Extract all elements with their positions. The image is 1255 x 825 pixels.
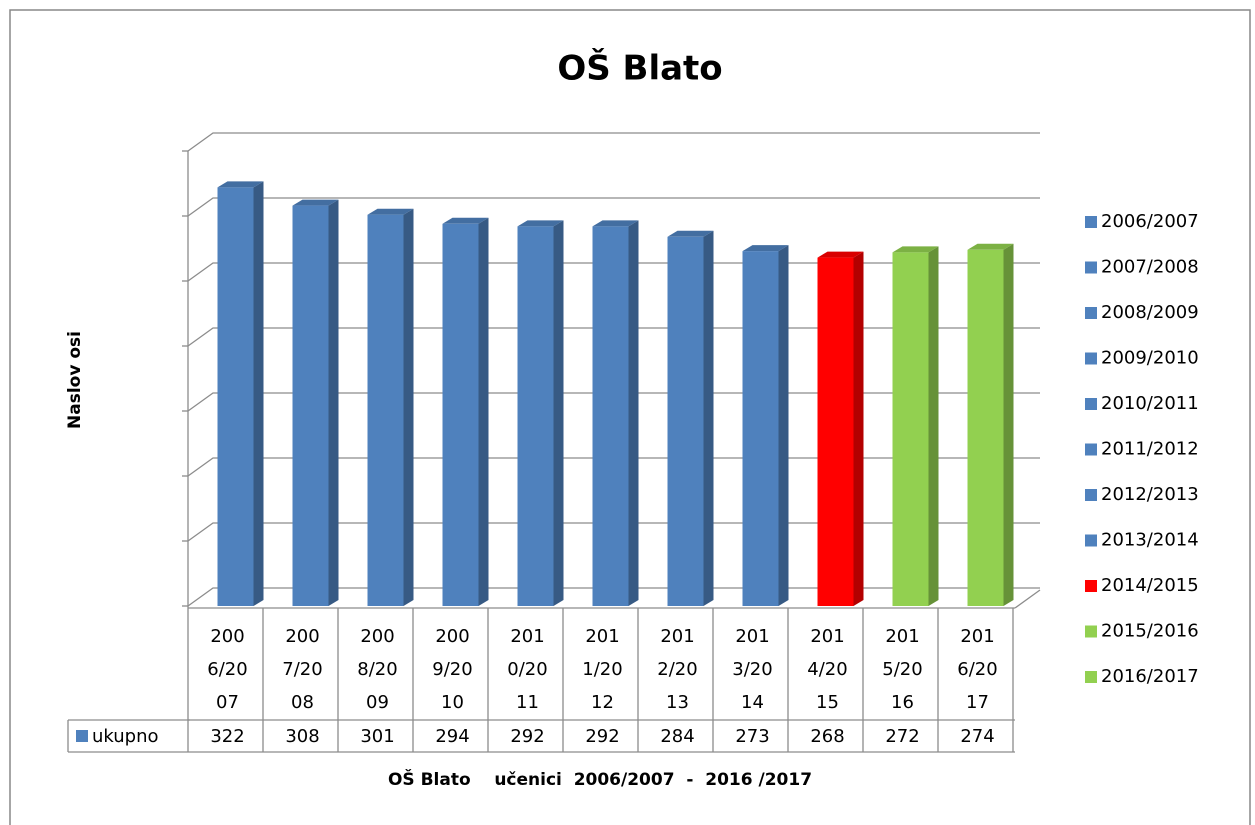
data-table-value: 292	[510, 726, 545, 747]
bar	[742, 251, 779, 606]
data-table-value: 274	[960, 726, 995, 747]
bar	[367, 214, 404, 606]
bar-side	[928, 246, 939, 606]
bar-top	[592, 220, 639, 227]
data-table-value: 284	[660, 726, 695, 747]
legend-label: 2016/2017	[1101, 666, 1199, 687]
legend-swatch	[1085, 261, 1097, 274]
legend-swatch	[1085, 216, 1097, 228]
category-label: 2008/2009	[357, 626, 398, 713]
chart-title: OŠ Blato	[557, 48, 722, 89]
bar-side	[553, 220, 564, 606]
bar	[892, 252, 929, 606]
bar-side	[778, 245, 789, 606]
grid-line	[187, 132, 1040, 152]
bar	[442, 223, 479, 607]
grid-line	[187, 197, 1040, 217]
bar	[667, 236, 704, 607]
category-label: 2006/2007	[207, 626, 248, 713]
legend-label: 2013/2014	[1101, 530, 1199, 551]
bar-side	[703, 230, 714, 607]
y-axis-label: Naslov osi	[65, 331, 85, 429]
legend-label: 2014/2015	[1101, 575, 1199, 596]
bar-top	[367, 208, 414, 215]
bar	[967, 249, 1004, 607]
data-table-value: 268	[810, 726, 845, 747]
legend-swatch	[1085, 398, 1097, 410]
data-table-value: 301	[360, 726, 395, 747]
data-table-value: 308	[285, 726, 320, 747]
bar	[292, 205, 329, 606]
legend-swatch	[1085, 307, 1097, 319]
bar	[817, 257, 854, 606]
legend-swatch	[1085, 671, 1097, 683]
bar-side	[1003, 243, 1014, 607]
bar-side	[403, 208, 414, 606]
legend-label: 2015/2016	[1101, 621, 1199, 642]
category-label: 2011/2012	[582, 626, 623, 713]
legend-swatch	[1085, 580, 1097, 592]
series-name: ukupno	[92, 726, 159, 747]
bar-side	[628, 220, 639, 606]
legend-label: 2010/2011	[1101, 393, 1199, 414]
legend-swatch	[1085, 443, 1097, 456]
legend-label: 2007/2008	[1101, 257, 1199, 278]
legend-swatch	[1085, 534, 1097, 547]
bar-top	[967, 243, 1014, 250]
bar-top	[742, 245, 789, 252]
category-label: 2015/2016	[882, 626, 923, 713]
bar-top	[442, 217, 489, 224]
category-label: 2016/2017	[957, 626, 998, 713]
category-label: 2012/2013	[657, 626, 698, 713]
data-table-value: 294	[435, 726, 470, 747]
legend-label: 2009/2010	[1101, 348, 1199, 369]
chart-frame	[9, 9, 1251, 825]
category-label: 2013/2014	[732, 626, 773, 713]
x-axis-label: OŠ Blato učenici 2006/2007 - 2016 /2017	[388, 768, 812, 790]
category-label: 2007/2008	[282, 626, 323, 713]
bar	[517, 226, 554, 606]
bar-top	[517, 220, 564, 227]
legend-swatch	[1085, 489, 1097, 501]
legend-swatch	[1085, 352, 1097, 365]
data-table-value: 292	[585, 726, 620, 747]
data-table-value: 273	[735, 726, 770, 747]
category-label: 2010/2011	[507, 626, 548, 713]
bar	[592, 226, 629, 606]
floor-edge	[1014, 589, 1041, 609]
bar-top	[292, 199, 339, 206]
bar	[217, 187, 254, 606]
legend-label: 2008/2009	[1101, 302, 1199, 323]
bar-top	[667, 230, 714, 237]
bar-side	[328, 199, 339, 606]
legend-swatch	[1085, 625, 1097, 638]
category-label: 2014/2015	[807, 626, 848, 713]
bar-top	[892, 246, 939, 253]
category-label: 2009/2010	[432, 626, 473, 713]
bar-top	[817, 251, 864, 258]
legend-label: 2006/2007	[1101, 211, 1199, 232]
bar-top	[217, 181, 264, 188]
legend-label: 2012/2013	[1101, 484, 1199, 505]
bar-side	[253, 181, 264, 606]
legend-swatch	[76, 730, 88, 742]
data-table-value: 322	[210, 726, 245, 747]
bar-side	[478, 217, 489, 607]
legend-label: 2011/2012	[1101, 439, 1199, 460]
bar-side	[853, 251, 864, 606]
data-table-value: 272	[885, 726, 920, 747]
